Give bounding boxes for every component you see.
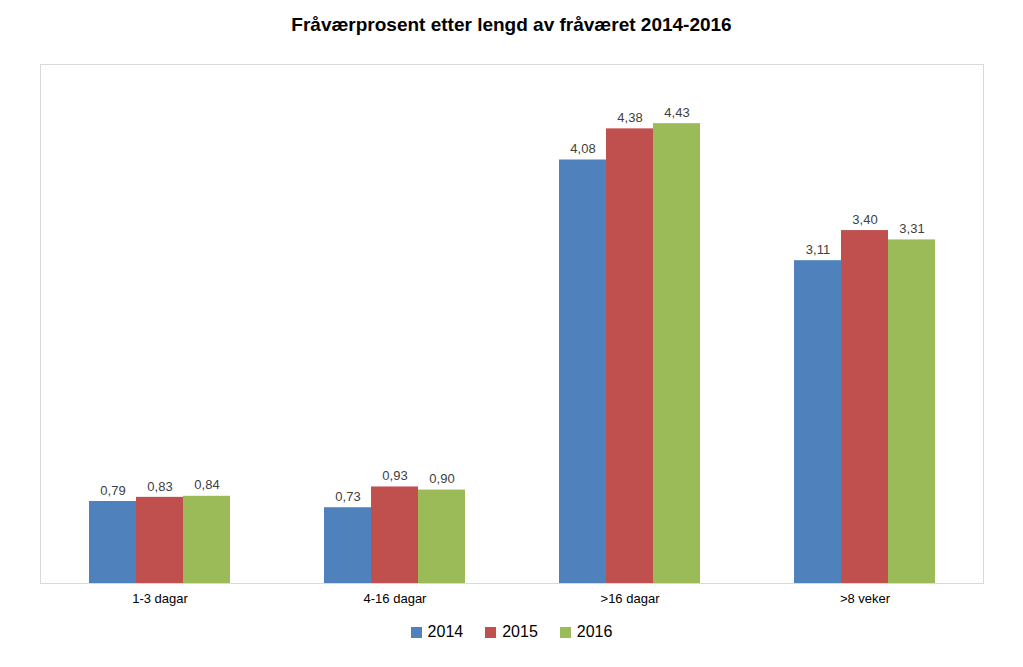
svg-text:0,90: 0,90 bbox=[429, 471, 454, 486]
svg-text:0,84: 0,84 bbox=[194, 477, 219, 492]
svg-text:4,08: 4,08 bbox=[570, 141, 595, 156]
svg-text:0,83: 0,83 bbox=[147, 479, 172, 494]
svg-text:>16 dagar: >16 dagar bbox=[601, 591, 661, 606]
svg-text:4,43: 4,43 bbox=[664, 105, 689, 120]
svg-text:3,11: 3,11 bbox=[806, 242, 830, 257]
svg-text:0,79: 0,79 bbox=[100, 483, 125, 498]
html-text:2016: 2016 bbox=[576, 623, 613, 640]
svg-text:0,93: 0,93 bbox=[382, 468, 407, 483]
svg-text:4-16 dagar: 4-16 dagar bbox=[364, 591, 428, 606]
svg-text:>8 veker: >8 veker bbox=[840, 591, 891, 606]
svg-text:4,38: 4,38 bbox=[617, 110, 642, 125]
html-text:2014: 2014 bbox=[427, 623, 464, 640]
svg-text:0,73: 0,73 bbox=[335, 489, 360, 504]
html-text:2015: 2015 bbox=[502, 623, 538, 640]
svg-text:3,31: 3,31 bbox=[899, 221, 924, 236]
html-text:Fråværprosent etter lengd av f: Fråværprosent etter lengd av fråværet 20… bbox=[291, 14, 732, 35]
svg-text:3,40: 3,40 bbox=[852, 212, 877, 227]
svg-text:1-3 dagar: 1-3 dagar bbox=[132, 591, 188, 606]
